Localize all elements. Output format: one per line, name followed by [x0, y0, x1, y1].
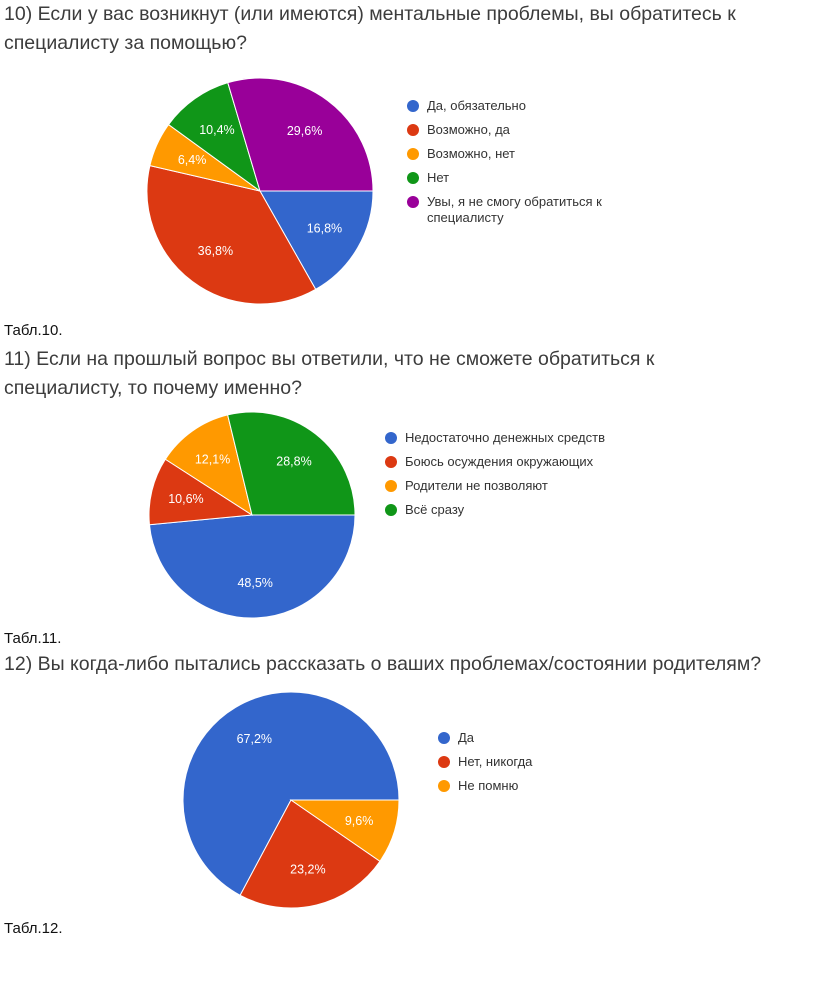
legend-label: Родители не позволяют — [405, 478, 548, 493]
legend-label: Да, обязательно — [427, 98, 526, 113]
legend-color-dot — [407, 172, 419, 184]
legend-label: Нет — [427, 170, 450, 185]
slice-value-label: 23,2% — [290, 862, 325, 876]
legend-label: Не помню — [458, 778, 519, 793]
chart-section-2: 11) Если на прошлый вопрос вы ответили, … — [0, 345, 816, 650]
legend-color-dot — [407, 124, 419, 136]
legend-color-dot — [407, 148, 419, 160]
slice-value-label: 29,6% — [287, 124, 322, 138]
pie-slice — [146, 165, 317, 305]
chart-legend: Недостаточно денежных средств Боюсь осужд… — [385, 430, 645, 526]
legend-label: Всё сразу — [405, 502, 465, 517]
slice-value-label: 36,8% — [198, 244, 233, 258]
pie-slice — [227, 77, 374, 192]
pie-slice — [164, 414, 253, 517]
legend-entry: Боюсь осуждения окружающих — [385, 454, 645, 470]
legend-entry: Родители не позволяют — [385, 478, 645, 494]
slice-value-label: 12,1% — [195, 453, 230, 467]
legend-color-dot — [407, 100, 419, 112]
pie-slice — [148, 458, 254, 526]
slice-value-label: 10,4% — [199, 123, 234, 137]
legend-label: Недостаточно денежных средств — [405, 430, 605, 445]
legend-label: Увы, я не смогу обратиться к специалисту — [427, 194, 602, 225]
legend-color-dot — [438, 780, 450, 792]
chart-title: 11) Если на прошлый вопрос вы ответили, … — [4, 348, 655, 399]
legend-label: Да — [458, 730, 475, 745]
slice-value-label: 9,6% — [345, 814, 374, 828]
chart-legend: Да, обязательно Возможно, да Возможно, нет… — [407, 98, 667, 234]
pie-slice — [227, 411, 356, 516]
pie-slice — [239, 799, 381, 909]
legend-color-dot — [385, 432, 397, 444]
legend-color-dot — [438, 756, 450, 768]
pie-slice — [148, 514, 356, 619]
chart-caption: Табл.11. — [4, 630, 62, 647]
chart-legend: Да Нет, никогда Не помню — [438, 730, 638, 802]
pie-chart: 16,8% 36,8% 6,4% 10,4% 29,6% — [146, 77, 374, 305]
chart-title: 12) Вы когда-либо пытались рассказать о … — [4, 653, 762, 675]
legend-label: Боюсь осуждения окружающих — [405, 454, 594, 469]
legend-label: Возможно, нет — [427, 146, 515, 161]
slice-value-label: 67,2% — [237, 732, 272, 746]
chart-section-1: 10) Если у вас возникнут (или имеются) м… — [0, 0, 816, 345]
legend-entry: Возможно, да — [407, 122, 667, 138]
pie-slice — [182, 691, 400, 896]
slice-value-label: 28,8% — [276, 455, 311, 469]
legend-entry: Нет — [407, 170, 667, 186]
pie-chart: 67,2% 23,2% 9,6% — [182, 691, 400, 909]
slice-value-label: 6,4% — [178, 153, 207, 167]
chart-caption: Табл.10. — [4, 322, 63, 339]
legend-color-dot — [407, 196, 419, 208]
pie-slice — [167, 82, 261, 193]
legend-color-dot — [385, 504, 397, 516]
pie-slice — [289, 799, 400, 862]
slice-value-label: 48,5% — [237, 576, 272, 590]
legend-color-dot — [438, 732, 450, 744]
legend-entry: Возможно, нет — [407, 146, 667, 162]
pie-slice — [259, 190, 374, 291]
legend-label: Нет, никогда — [458, 754, 533, 769]
legend-entry: Всё сразу — [385, 502, 645, 518]
legend-color-dot — [385, 456, 397, 468]
legend-color-dot — [385, 480, 397, 492]
pie-chart: 48,5% 10,6% 12,1% 28,8% — [148, 411, 356, 619]
legend-label: Возможно, да — [427, 122, 510, 137]
slice-value-label: 10,6% — [168, 492, 203, 506]
legend-entry: Да — [438, 730, 638, 746]
legend-entry: Не помню — [438, 778, 638, 794]
legend-entry: Увы, я не смогу обратиться к специалисту — [407, 194, 667, 226]
legend-entry: Нет, никогда — [438, 754, 638, 770]
legend-entry: Да, обязательно — [407, 98, 667, 114]
slice-value-label: 16,8% — [307, 222, 342, 236]
chart-section-3: 12) Вы когда-либо пытались рассказать о … — [0, 650, 816, 950]
chart-title: 10) Если у вас возникнут (или имеются) м… — [4, 3, 736, 54]
chart-caption: Табл.12. — [4, 920, 63, 937]
legend-entry: Недостаточно денежных средств — [385, 430, 645, 446]
